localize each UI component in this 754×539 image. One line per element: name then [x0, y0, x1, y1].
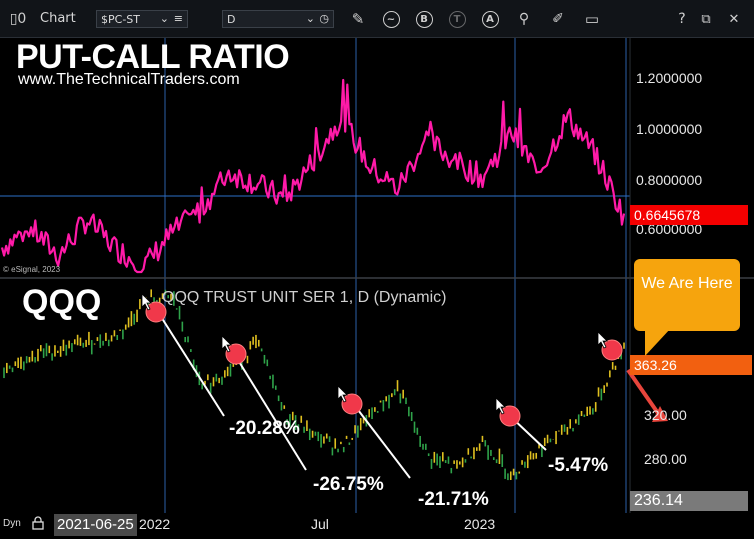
window-icon[interactable]: ⧉ [701, 11, 711, 27]
pencil-icon[interactable]: ✎ [351, 10, 365, 28]
top-marker [225, 343, 247, 365]
symbol-value: $PC-ST [101, 13, 140, 26]
top-markers [141, 293, 623, 427]
qqq-y-tick: 320.00 [644, 407, 687, 423]
cursor-icon [141, 293, 152, 311]
top-marker [499, 405, 521, 427]
x-tick-label: Jul [311, 516, 329, 532]
qqq-y-tick: 280.00 [644, 451, 687, 467]
comment-icon[interactable]: ▭ [584, 10, 600, 28]
list-icon[interactable]: ≡ [173, 12, 183, 25]
drawdown-label: -21.71% [418, 489, 489, 510]
pcr-last-value-tag: 0.6645678 [630, 205, 748, 225]
clock-icon[interactable]: ◷ [319, 12, 329, 25]
put-call-ratio-series [0, 78, 626, 274]
callout-pointer [645, 328, 671, 356]
buy-icon[interactable]: B [414, 9, 434, 29]
drawdown-label: -26.75% [313, 474, 384, 495]
x-tick-label: 2022 [139, 516, 170, 532]
cursor-icon [337, 385, 348, 403]
alert-icon[interactable]: A [480, 9, 500, 29]
drawdown-line [157, 311, 225, 417]
top-marker [341, 393, 363, 415]
cursor-icon [221, 335, 232, 353]
drawdown-label: -20.28% [229, 418, 300, 439]
pcr-y-tick: 0.8000000 [636, 172, 703, 188]
close-icon[interactable]: ✕ [728, 11, 740, 27]
chevron-down-icon: ⌄ [159, 12, 169, 25]
chart-toolbar: ▯0 Chart $PC-ST ⌄ ≡ D ⌄ ◷ ✎ ~ B T A ⚲ ✐ … [0, 0, 754, 38]
forecast-arrow-head [652, 406, 668, 422]
chart-title: PUT-CALL RATIO [16, 38, 290, 76]
trade-icon[interactable]: T [447, 9, 467, 29]
pcr-y-tick: 1.2000000 [636, 70, 703, 86]
chart-pattern-icon[interactable]: ~ [381, 9, 401, 29]
cursor-icon [495, 397, 506, 415]
cursor-icon [597, 331, 608, 349]
top-marker [145, 301, 167, 323]
drawdown-line [237, 359, 307, 471]
edit-note-icon[interactable]: ✐ [552, 11, 564, 27]
chevron-down-icon: ⌄ [305, 12, 315, 25]
scanner-icon[interactable]: ⚲ [518, 11, 530, 27]
chart-label: Chart [40, 11, 76, 26]
x-tick-label: 2023 [464, 516, 496, 532]
dynamic-mode-label[interactable]: Dyn [3, 518, 21, 529]
interval-value: D [227, 13, 236, 26]
x-tick-text: 2022 [139, 516, 171, 532]
chart-window-icon[interactable]: ▯0 [9, 11, 27, 27]
we-are-here-callout: We Are Here [634, 259, 740, 331]
put-call-ratio-line [0, 78, 626, 274]
drawdown-label: -5.47% [548, 455, 609, 476]
cursor-date-box: 2021-06-25 [54, 514, 137, 536]
symbol-input[interactable]: $PC-ST ⌄ ≡ [96, 10, 188, 28]
qqq-last-price-tag: 363.26 [630, 355, 752, 375]
qqq-low-price-tag: 236.14 [630, 491, 748, 511]
chart-canvas [0, 38, 754, 513]
qqq-price-series [3, 289, 625, 481]
copyright-text: © eSignal, 2023 [3, 265, 61, 274]
lock-icon[interactable] [32, 516, 44, 530]
forecast-arrow [626, 368, 662, 418]
help-icon[interactable]: ? [678, 11, 686, 27]
qqq-pane-description: QQQ TRUST UNIT SER 1, D (Dynamic) [162, 289, 447, 306]
date-gridlines [164, 38, 627, 513]
qqq-pane-label: QQQ [22, 283, 102, 321]
pcr-y-tick: 0.6000000 [636, 221, 703, 237]
drawdown-line [351, 401, 411, 479]
pcr-y-tick: 1.0000000 [636, 121, 703, 137]
top-marker [601, 339, 623, 361]
website-url: www.TheTechnicalTraders.com [18, 71, 240, 88]
interval-select[interactable]: D ⌄ ◷ [222, 10, 334, 28]
